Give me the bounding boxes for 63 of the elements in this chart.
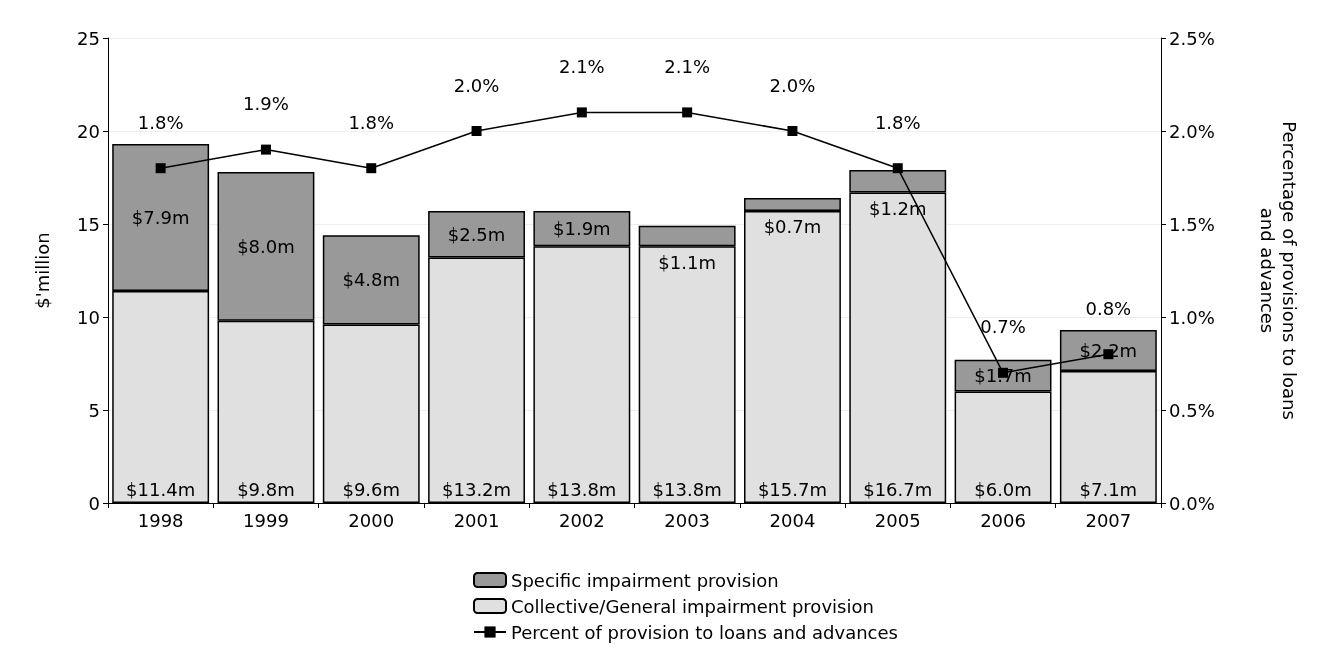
- data-label: $7.1m: [1079, 478, 1138, 500]
- data-label: 1.8%: [874, 111, 921, 133]
- data-label: 0.8%: [1085, 297, 1132, 319]
- data-label: $1.1m: [658, 251, 716, 273]
- data-label: $6.0m: [974, 478, 1032, 500]
- data-label: $1.9m: [553, 218, 611, 240]
- data-label: $0.7m: [763, 216, 822, 238]
- x-tick-label: 1998: [137, 509, 184, 531]
- data-label: 2.1%: [664, 55, 711, 77]
- point: [576, 107, 587, 118]
- data-label: $15.7m: [757, 478, 827, 500]
- data-label: $4.8m: [342, 269, 401, 291]
- data-label: 0.7%: [980, 316, 1026, 338]
- y2-tick-label: 0.5%: [1169, 399, 1215, 421]
- data-label: $8.0m: [237, 235, 295, 257]
- data-label: 1.9%: [243, 93, 289, 115]
- y-tick-label: 5: [88, 399, 100, 421]
- x-tick-label: 2005: [874, 509, 921, 531]
- data-label: 1.8%: [348, 111, 395, 133]
- data-label: $2.5m: [447, 223, 506, 245]
- point: [260, 144, 271, 155]
- data-label: $11.4m: [126, 478, 196, 500]
- point: [787, 126, 798, 136]
- data-label: $1.7m: [974, 365, 1032, 387]
- x-tick-label: 2006: [980, 509, 1026, 531]
- data-label: $13.8m: [547, 478, 617, 500]
- legend-label: Percent of provision to loans and advances: [511, 621, 898, 643]
- legend-label: Specific impairment provision: [511, 569, 779, 591]
- data-label: 2.0%: [453, 74, 500, 96]
- y-tick-label: 10: [77, 306, 100, 328]
- y2-tick-label: 2.5%: [1169, 27, 1215, 49]
- data-label: $7.9m: [131, 206, 190, 228]
- data-label: 1.8%: [137, 111, 184, 133]
- y2-tick-label: 0.0%: [1169, 492, 1215, 514]
- y2-axis-title: Percentage of provisions to loans and advances: [1256, 121, 1300, 420]
- point: [682, 107, 693, 118]
- data-label: $16.7m: [863, 478, 933, 500]
- x-tick-label: 2002: [558, 509, 605, 531]
- data-label: $13.8m: [652, 478, 722, 500]
- data-label: $9.8m: [237, 478, 295, 500]
- x-tick-label: 2001: [453, 509, 500, 531]
- data-label: $9.6m: [342, 478, 401, 500]
- y2-tick-label: 1.0%: [1169, 306, 1215, 328]
- point: [471, 126, 482, 136]
- y-tick-label: 15: [77, 213, 100, 235]
- point: [155, 163, 166, 174]
- y-tick-label: 0: [88, 492, 100, 514]
- y2-tick-label: 1.5%: [1169, 213, 1215, 235]
- data-label: 2.1%: [558, 55, 605, 77]
- y-tick-label: 20: [77, 120, 100, 142]
- x-tick-label: 2003: [664, 509, 711, 531]
- x-tick-label: 2004: [769, 509, 816, 531]
- point: [366, 163, 377, 174]
- x-tick-label: 1999: [243, 509, 289, 531]
- y-tick-label: 25: [77, 27, 100, 49]
- data-label: $13.2m: [442, 478, 512, 500]
- data-label: 2.0%: [769, 74, 816, 96]
- x-tick-label: 2007: [1085, 509, 1132, 531]
- x-tick-label: 2000: [348, 509, 395, 531]
- point: [892, 163, 903, 174]
- legend-label: Collective/General impairment provision: [511, 595, 874, 617]
- y-axis-title: $'million: [31, 232, 53, 309]
- y2-tick-label: 2.0%: [1169, 120, 1215, 142]
